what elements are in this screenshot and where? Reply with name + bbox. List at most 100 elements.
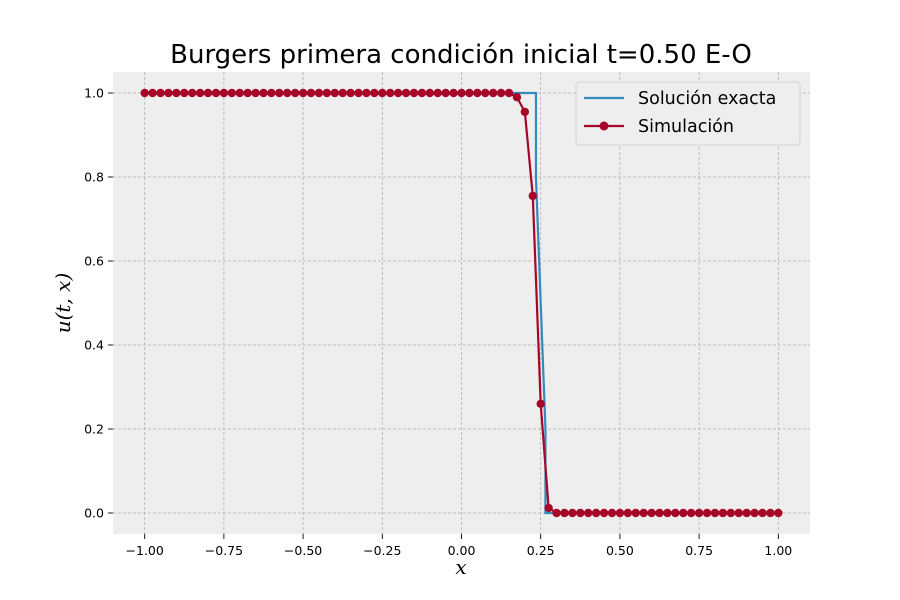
x-axis-label: x <box>455 555 466 579</box>
sim-point <box>686 508 696 518</box>
sim-point <box>203 88 213 98</box>
sim-point <box>457 88 466 98</box>
sim-point <box>568 508 577 518</box>
x-tick-label: −0.75 <box>205 543 243 558</box>
sim-point <box>647 508 656 518</box>
sim-point <box>393 88 403 98</box>
sim-point <box>306 88 316 98</box>
sim-point <box>290 88 300 98</box>
sim-point <box>726 508 735 518</box>
sim-point <box>663 508 672 518</box>
sim-point <box>615 508 625 518</box>
sim-point <box>607 508 617 518</box>
sim-point <box>164 88 173 98</box>
axes-layer: −1.00 −0.75 −0.50 −0.25 0.00 0.25 0.50 0.75 1.00… <box>84 86 792 559</box>
sim-point <box>425 88 435 98</box>
x-tick-label: 1.00 <box>764 543 792 558</box>
sim-point <box>251 88 260 98</box>
sim-point <box>591 508 601 518</box>
sim-point <box>528 191 537 201</box>
sim-point <box>694 508 704 518</box>
x-tick-label: 0.00 <box>448 543 476 558</box>
sim-point <box>370 88 379 98</box>
sim-point <box>584 508 593 518</box>
sim-point <box>520 107 530 117</box>
sim-point <box>742 508 751 518</box>
y-tick-label: 1.0 <box>84 86 104 101</box>
sim-point <box>766 508 775 518</box>
sim-point <box>140 88 149 98</box>
sim-point <box>488 88 498 98</box>
sim-point <box>275 88 284 98</box>
x-tick-label: −1.00 <box>126 543 164 558</box>
sim-point <box>544 503 553 513</box>
sim-point <box>298 88 308 98</box>
y-tick-label: 0.6 <box>84 254 104 269</box>
sim-point <box>679 508 688 518</box>
sim-point <box>156 88 165 98</box>
legend-box <box>575 81 801 146</box>
y-tick-label: 0.4 <box>84 338 104 353</box>
sim-point <box>576 508 585 518</box>
sim-point <box>378 88 387 98</box>
sim-point <box>417 88 427 98</box>
sim-point <box>465 88 474 98</box>
sim-point <box>512 93 522 102</box>
legend-label-sim: Simulación <box>638 117 734 137</box>
sim-point <box>623 508 633 518</box>
sim-point <box>401 88 411 98</box>
sim-point <box>481 88 490 98</box>
legend-marker-sim <box>599 121 609 131</box>
sim-point <box>148 88 157 98</box>
sim-point <box>702 508 712 518</box>
chart-title: Burgers primera condición inicial t=0.50… <box>170 40 752 70</box>
sim-point <box>774 508 783 518</box>
sim-point <box>227 88 237 98</box>
sim-point <box>219 88 229 98</box>
sim-point <box>560 508 569 518</box>
sim-point <box>449 88 458 98</box>
y-tick-label: 0.2 <box>84 422 104 437</box>
sim-point <box>536 399 545 408</box>
sim-point <box>671 508 680 518</box>
sim-point <box>322 88 332 98</box>
sim-point <box>180 88 189 98</box>
x-tick-label: 0.25 <box>527 543 555 558</box>
sim-point <box>211 88 221 98</box>
x-tick-label: 0.75 <box>685 543 713 558</box>
sim-point <box>496 88 506 98</box>
legend-label-exact: Solución exacta <box>638 89 776 109</box>
sim-point <box>338 88 347 98</box>
sim-point <box>409 88 419 98</box>
sim-point <box>354 88 363 98</box>
sim-point <box>283 88 292 98</box>
sim-point <box>718 508 728 518</box>
sim-point <box>599 508 609 518</box>
x-tick-label: −0.25 <box>363 543 401 558</box>
sim-point <box>195 88 205 98</box>
sim-point <box>552 508 561 518</box>
x-tick-label: −0.50 <box>284 543 322 558</box>
sim-point <box>235 88 244 98</box>
sim-point <box>758 508 767 518</box>
sim-point <box>314 88 324 98</box>
sim-point <box>362 88 371 98</box>
sim-point <box>710 508 720 518</box>
sim-point <box>346 88 355 98</box>
sim-point <box>734 508 743 518</box>
legend: Solución exacta Simulación <box>575 81 801 146</box>
sim-point <box>172 88 181 98</box>
sim-point <box>639 508 648 518</box>
sim-point <box>243 88 252 98</box>
sim-point <box>259 88 268 98</box>
sim-point <box>655 508 664 518</box>
sim-point <box>631 508 640 518</box>
y-axis-label: u(t, x) <box>51 273 75 334</box>
sim-point <box>473 88 482 98</box>
y-tick-label: 0.0 <box>84 506 104 521</box>
y-tick-label: 0.8 <box>84 170 104 185</box>
sim-point <box>188 88 197 98</box>
sim-point <box>330 88 339 98</box>
sim-point <box>267 88 276 98</box>
